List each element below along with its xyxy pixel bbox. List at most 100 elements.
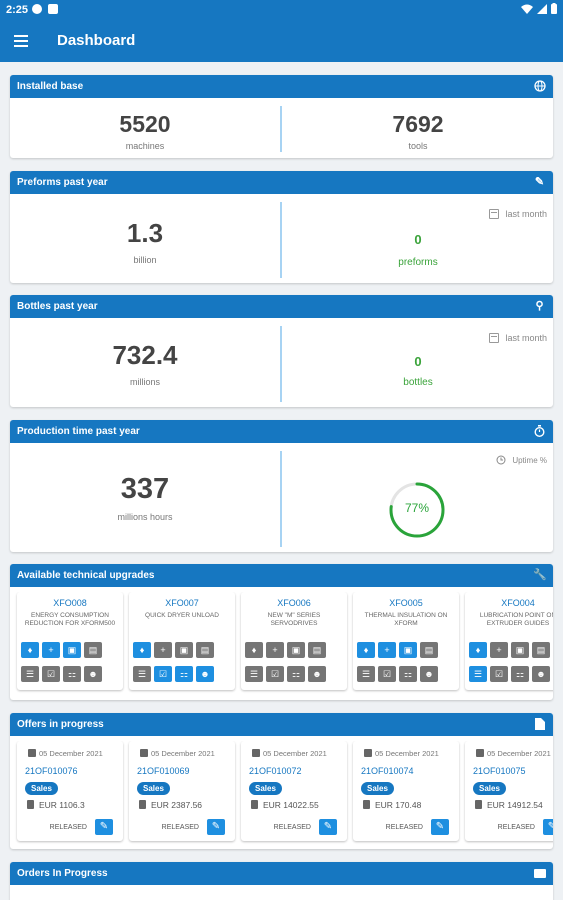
upgrade-icon-row: ☰ ☑ ⚏ ☻ bbox=[17, 666, 123, 682]
upgrade-card[interactable]: XFO004 LUBRICATION POINT ON EXTRUDER GUID… bbox=[465, 592, 553, 690]
list-icon[interactable]: ☰ bbox=[469, 666, 487, 682]
offer-card[interactable]: 05 December 2021 21OF010075 Sales EUR 14912… bbox=[465, 741, 553, 841]
lock-icon[interactable]: ▤ bbox=[532, 642, 550, 658]
battery-icon bbox=[551, 3, 557, 14]
user-group-icon[interactable]: ☻ bbox=[196, 666, 214, 682]
bottles-unit: millions bbox=[129, 377, 160, 387]
user-group-icon[interactable]: ☻ bbox=[420, 666, 438, 682]
list-icon[interactable]: ☰ bbox=[21, 666, 39, 682]
offer-date: 05 December 2021 bbox=[17, 741, 123, 758]
offer-code[interactable]: 21OF010074 bbox=[361, 766, 414, 776]
offer-status: RELEASED bbox=[161, 824, 199, 831]
lock-icon[interactable]: ▤ bbox=[84, 642, 102, 658]
document-user-icon[interactable]: ▣ bbox=[511, 642, 529, 658]
edit-icon[interactable]: ✎ bbox=[319, 819, 337, 835]
checklist-icon[interactable]: ☑ bbox=[266, 666, 284, 682]
offer-card[interactable]: 05 December 2021 21OF010069 Sales EUR 2387.… bbox=[129, 741, 235, 841]
piggy-bank-icon[interactable]: ♦ bbox=[133, 642, 151, 658]
checklist-icon[interactable]: ☑ bbox=[42, 666, 60, 682]
edit-icon[interactable]: ✎ bbox=[543, 819, 553, 835]
document-user-icon[interactable]: ▣ bbox=[399, 642, 417, 658]
upgrade-code[interactable]: XFO007 bbox=[165, 598, 199, 608]
piggy-bank-icon[interactable]: ♦ bbox=[357, 642, 375, 658]
piggy-bank-icon[interactable]: ♦ bbox=[245, 642, 263, 658]
production-card: Production time past year 337 millions h… bbox=[10, 420, 553, 552]
user-group-icon[interactable]: ☻ bbox=[532, 666, 550, 682]
bottle-icon: ⚲ bbox=[535, 300, 544, 312]
period-selector[interactable]: last month bbox=[489, 209, 547, 219]
offer-card[interactable]: 05 December 2021 21OF010076 Sales EUR 1106.… bbox=[17, 741, 123, 841]
upgrade-icon-row: ♦ + ▣ ▤ bbox=[353, 642, 459, 658]
hierarchy-icon[interactable]: ⚏ bbox=[399, 666, 417, 682]
wrench-icon: 🔧 bbox=[533, 569, 547, 581]
offer-card[interactable]: 05 December 2021 21OF010072 Sales EUR 14022… bbox=[241, 741, 347, 841]
menu-icon[interactable] bbox=[14, 31, 36, 51]
hierarchy-icon[interactable]: ⚏ bbox=[63, 666, 81, 682]
upgrade-code[interactable]: XFO006 bbox=[277, 598, 311, 608]
offer-code[interactable]: 21OF010076 bbox=[25, 766, 78, 776]
bottles-month-label: bottles bbox=[403, 377, 433, 388]
offers-carousel[interactable]: 05 December 2021 21OF010076 Sales EUR 1106.… bbox=[10, 741, 553, 847]
cart-icon bbox=[533, 867, 546, 880]
preforms-header: Preforms past year ✎ bbox=[10, 171, 553, 194]
notification-icon bbox=[32, 4, 42, 14]
checklist-icon[interactable]: ☑ bbox=[490, 666, 508, 682]
list-icon[interactable]: ☰ bbox=[133, 666, 151, 682]
upgrade-icon-row: ♦ + ▣ ▤ bbox=[241, 642, 347, 658]
piggy-bank-icon[interactable]: ♦ bbox=[21, 642, 39, 658]
upgrade-card[interactable]: XFO008 ENERGY CONSUMPTION REDUCTION FOR X… bbox=[17, 592, 123, 690]
sim-icon bbox=[48, 4, 58, 14]
checklist-icon[interactable]: ☑ bbox=[154, 666, 172, 682]
offer-status: RELEASED bbox=[273, 824, 311, 831]
plus-icon[interactable]: + bbox=[42, 642, 60, 658]
offers-header: Offers in progress bbox=[10, 713, 553, 736]
lock-icon[interactable]: ▤ bbox=[308, 642, 326, 658]
document-icon bbox=[533, 718, 546, 731]
hierarchy-icon[interactable]: ⚏ bbox=[511, 666, 529, 682]
installed-base-title: Installed base bbox=[17, 81, 84, 92]
upgrade-code[interactable]: XFO008 bbox=[53, 598, 87, 608]
offer-code[interactable]: 21OF010072 bbox=[249, 766, 302, 776]
user-group-icon[interactable]: ☻ bbox=[84, 666, 102, 682]
lock-icon[interactable]: ▤ bbox=[420, 642, 438, 658]
offer-code[interactable]: 21OF010069 bbox=[137, 766, 190, 776]
upgrade-code[interactable]: XFO004 bbox=[501, 598, 535, 608]
edit-icon[interactable]: ✎ bbox=[95, 819, 113, 835]
hierarchy-icon[interactable]: ⚏ bbox=[287, 666, 305, 682]
lock-icon[interactable]: ▤ bbox=[196, 642, 214, 658]
offer-code[interactable]: 21OF010075 bbox=[473, 766, 526, 776]
plus-icon[interactable]: + bbox=[266, 642, 284, 658]
document-user-icon[interactable]: ▣ bbox=[175, 642, 193, 658]
clock-icon bbox=[496, 455, 506, 465]
plus-icon[interactable]: + bbox=[154, 642, 172, 658]
upgrade-code[interactable]: XFO005 bbox=[389, 598, 423, 608]
upgrade-card[interactable]: XFO007 QUICK DRYER UNLOAD ♦ + ▣ ▤ ☰ ☑ ⚏ ☻ bbox=[129, 592, 235, 690]
upgrade-card[interactable]: XFO006 NEW "M" SERIES SERVODRIVES ♦ + ▣ ▤ ☰ ☑ ⚏ ☻ bbox=[241, 592, 347, 690]
status-bar: 2:25 bbox=[0, 0, 563, 20]
list-icon[interactable]: ☰ bbox=[357, 666, 375, 682]
checklist-icon[interactable]: ☑ bbox=[378, 666, 396, 682]
production-title: Production time past year bbox=[17, 426, 140, 437]
plus-icon[interactable]: + bbox=[490, 642, 508, 658]
offer-date: 05 December 2021 bbox=[465, 741, 553, 758]
edit-icon[interactable]: ✎ bbox=[207, 819, 225, 835]
offer-amount: EUR 170.48 bbox=[353, 796, 459, 810]
document-user-icon[interactable]: ▣ bbox=[63, 642, 81, 658]
piggy-bank-icon[interactable]: ♦ bbox=[469, 642, 487, 658]
plus-icon[interactable]: + bbox=[378, 642, 396, 658]
upgrades-carousel[interactable]: XFO008 ENERGY CONSUMPTION REDUCTION FOR X… bbox=[10, 592, 553, 698]
hierarchy-icon[interactable]: ⚏ bbox=[175, 666, 193, 682]
machines-value: 5520 bbox=[119, 111, 171, 137]
user-group-icon[interactable]: ☻ bbox=[308, 666, 326, 682]
upgrade-card[interactable]: XFO005 THERMAL INSULATION ON XFORM ♦ + ▣ ▤ ☰ ☑ ⚏… bbox=[353, 592, 459, 690]
upgrade-icon-row: ☰ ☑ ⚏ ☻ bbox=[353, 666, 459, 682]
offers-title: Offers in progress bbox=[17, 719, 104, 730]
offer-amount: EUR 14912.54 bbox=[465, 796, 553, 810]
offer-card[interactable]: 05 December 2021 21OF010074 Sales EUR 170.4… bbox=[353, 741, 459, 841]
offer-tag-badge: Sales bbox=[249, 782, 282, 795]
period-selector[interactable]: last month bbox=[489, 333, 547, 343]
list-icon[interactable]: ☰ bbox=[245, 666, 263, 682]
document-user-icon[interactable]: ▣ bbox=[287, 642, 305, 658]
edit-icon[interactable]: ✎ bbox=[431, 819, 449, 835]
upgrade-icon-row: ♦ + ▣ ▤ bbox=[129, 642, 235, 658]
